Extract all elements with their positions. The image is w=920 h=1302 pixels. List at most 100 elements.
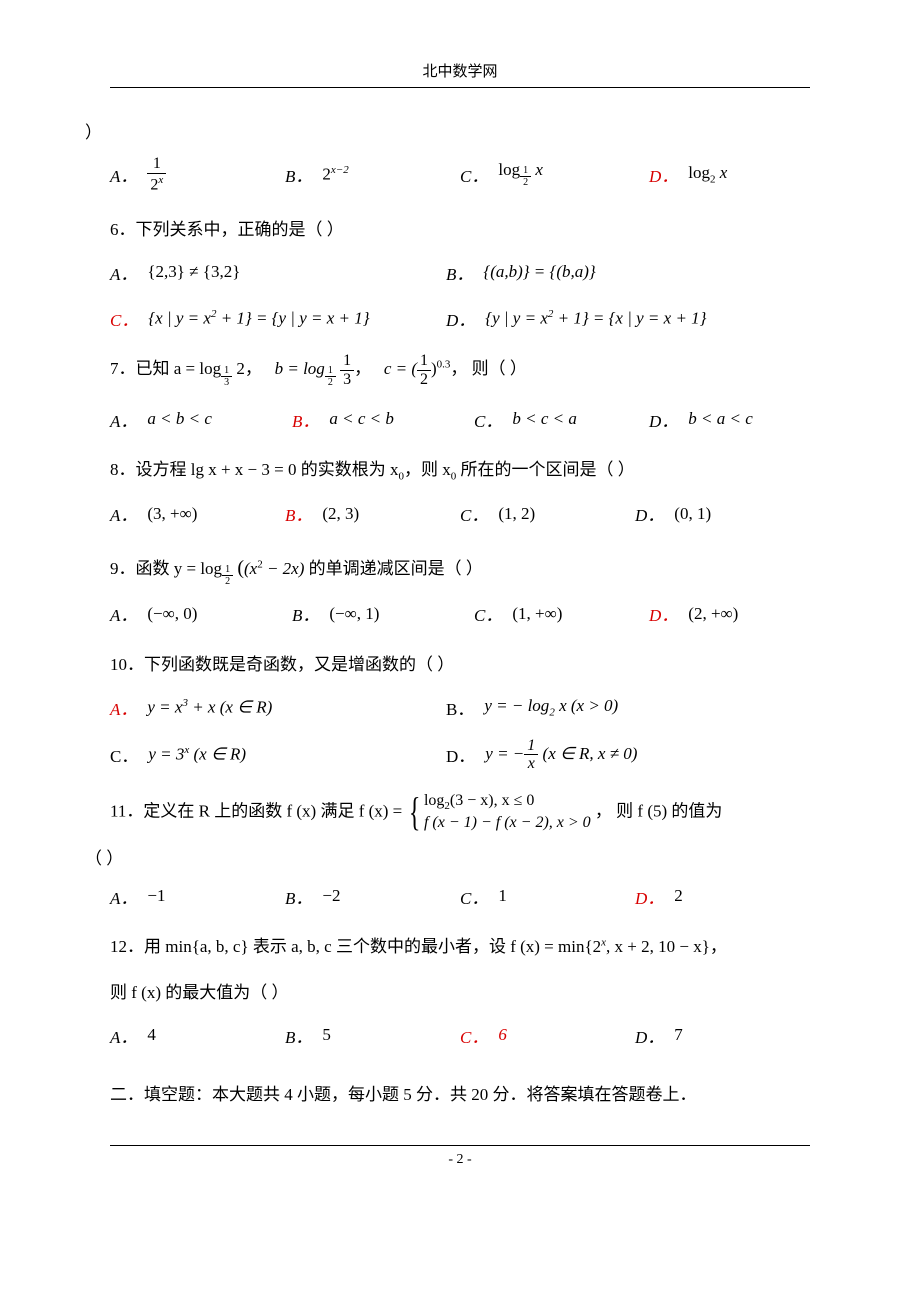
option-label: D．	[649, 601, 678, 626]
arg-post: − 2x)	[263, 559, 305, 578]
log: log	[424, 792, 444, 809]
num: 1	[524, 737, 538, 756]
expr: 2	[674, 886, 683, 906]
q12-opt-D: D．7	[635, 1020, 810, 1050]
post: 所在的一个区间是（ ）	[456, 460, 635, 479]
piecewise: log2(3 − x), x ≤ 0 f (x − 1) − f (x − 2)…	[424, 791, 591, 834]
post: 的单调递减区间是（ ）	[304, 559, 483, 578]
q6-B-expr: {(a,b)} = {(b,a)}	[483, 262, 595, 282]
q11-opt-B: B．−2	[285, 881, 460, 911]
expr: (1, +∞)	[512, 604, 562, 624]
q6-A-expr: {2,3} ≠ {3,2}	[147, 262, 240, 282]
q5-A-expr: 1 2x	[147, 155, 166, 194]
expr: y = − log2 x (x > 0)	[484, 696, 618, 718]
option-label: D．	[635, 501, 664, 526]
q10-opt-D: D． y = −1x (x ∈ R, x ≠ 0)	[446, 737, 810, 773]
expr: y = x3 + x (x ∈ R)	[147, 697, 272, 718]
log-text: log	[688, 163, 710, 182]
case2: f (x − 1) − f (x − 2), x > 0	[424, 813, 591, 834]
pre: y = x	[147, 698, 182, 717]
case1: log2(3 − x), x ≤ 0	[424, 791, 591, 813]
den: 2	[325, 377, 336, 388]
expr: (2, 3)	[322, 504, 359, 524]
expr: (1, 2)	[498, 504, 535, 524]
expr: y = 3x (x ∈ R)	[148, 744, 246, 765]
expr: a < c < b	[329, 409, 394, 429]
c-post: ， 则（ ）	[450, 359, 527, 378]
b-post: ，	[354, 359, 371, 378]
num: 1	[221, 365, 232, 377]
q12-options: A．4 B．5 C．6 D．7	[110, 1020, 810, 1050]
expr: y = −1x (x ∈ R, x ≠ 0)	[485, 737, 637, 773]
arg: (3 − x), x ≤ 0	[450, 792, 534, 809]
q12-opt-B: B． 5	[285, 1020, 460, 1050]
pre: y = − log	[484, 696, 549, 715]
q11-opt-A: A．−1	[110, 881, 285, 911]
pre: {y | y = x	[485, 309, 548, 328]
header-rule	[110, 87, 810, 88]
q11-tail-paren: （ ）	[85, 844, 810, 869]
pre: {x | y = x	[148, 309, 211, 328]
expr: 1	[498, 886, 507, 906]
c-pre: c = (	[384, 359, 417, 378]
option-label: D．	[446, 742, 475, 767]
page-header-title: 北中数学网	[110, 60, 810, 81]
q10-opt-C: C． y = 3x (x ∈ R)	[110, 740, 446, 770]
option-label: A．	[110, 884, 137, 909]
section-2-heading: 二．填空题：本大题共 4 小题，每小题 5 分．共 20 分．将答案填在答题卷上…	[110, 1080, 810, 1105]
num: 1	[325, 365, 336, 377]
pre: 9．函数 y = log	[110, 559, 222, 578]
option-label: B．	[285, 162, 312, 187]
expr: 4	[147, 1025, 156, 1045]
q6-opt-D: D． {y | y = x2 + 1} = {x | y = x + 1}	[446, 303, 810, 333]
expr: a < b < c	[147, 409, 212, 429]
num: 1	[417, 352, 431, 371]
pre: 11．定义在 R 上的函数 f (x) 满足 f (x) =	[110, 801, 407, 820]
option-label: B．	[446, 695, 474, 720]
q8-opt-B: B．(2, 3)	[285, 499, 460, 529]
expr: 5	[322, 1025, 331, 1045]
expr: 7	[674, 1025, 683, 1045]
page-number: - 2 -	[110, 1152, 810, 1168]
pre: 12．用 min{a, b, c} 表示 a, b, c 三个数中的最小者，设 …	[110, 937, 601, 956]
option-label: A．	[110, 407, 137, 432]
option-label: B．	[446, 260, 473, 285]
q6-opt-A: A． {2,3} ≠ {3,2}	[110, 257, 446, 287]
option-label: D．	[649, 162, 678, 187]
q8-opt-D: D．(0, 1)	[635, 499, 810, 529]
q5-opt-D: D． log2 x	[649, 159, 810, 189]
denominator: 2x	[147, 174, 166, 194]
q7-opt-B: B．a < c < b	[292, 404, 474, 434]
expr: b < a < c	[688, 409, 753, 429]
den: 3	[340, 371, 354, 389]
option-label: D．	[649, 407, 678, 432]
option-label: D．	[446, 306, 475, 331]
sub-den: 2	[520, 177, 531, 188]
option-label: A．	[110, 501, 137, 526]
sub-num: 1	[520, 165, 531, 177]
a-sub: 13	[221, 370, 232, 382]
q11-stem: 11．定义在 R 上的函数 f (x) 满足 f (x) = { log2(3 …	[110, 791, 810, 834]
den: 2	[222, 576, 233, 587]
q10-opt-B: B． y = − log2 x (x > 0)	[446, 693, 810, 723]
q8-options: A．(3, +∞) B．(2, 3) C．(1, 2) D．(0, 1)	[110, 499, 810, 529]
q5-D-expr: log2 x	[688, 163, 727, 185]
den: 2	[417, 371, 431, 389]
option-label: B．	[285, 1023, 312, 1048]
b-sub: 12	[325, 370, 336, 382]
log-text: log	[498, 160, 520, 179]
expr: b < c < a	[512, 409, 577, 429]
q8-stem: 8．设方程 lg x + x − 3 = 0 的实数根为 x0，则 x0 所在的…	[110, 452, 810, 488]
post: ， 则 f (5) 的值为	[595, 801, 722, 820]
q8-opt-A: A．(3, +∞)	[110, 499, 285, 529]
q6-opt-C: C． {x | y = x2 + 1} = {y | y = x + 1}	[110, 303, 446, 333]
option-label: A．	[110, 601, 137, 626]
option-label: A．	[110, 1023, 137, 1048]
mid: ，则 x	[404, 460, 451, 479]
option-label: C．	[474, 601, 502, 626]
post: (x ∈ R, x ≠ 0)	[538, 744, 637, 763]
arg-pre: (x	[244, 559, 257, 578]
q6-stem: 6．下列关系中，正确的是（ ）	[110, 212, 810, 248]
log-sub: 12	[520, 170, 531, 182]
q5-opt-B: B． 2x−2	[285, 159, 460, 189]
